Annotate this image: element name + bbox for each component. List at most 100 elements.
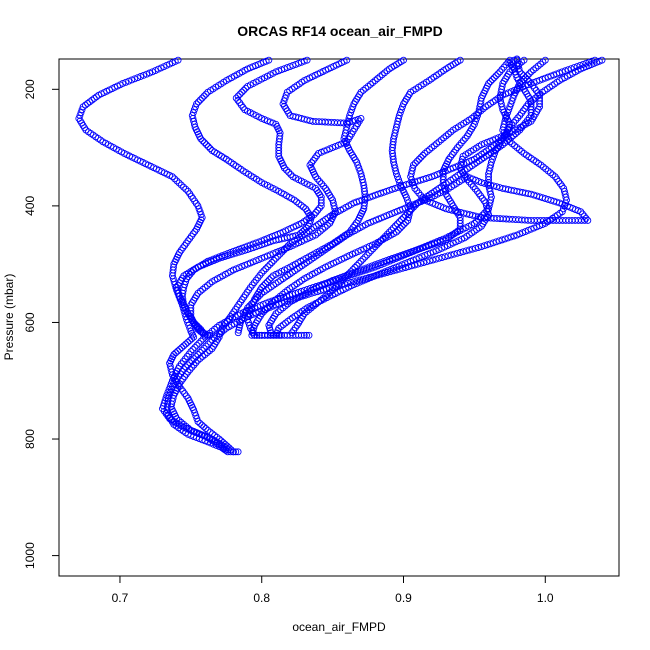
data-point xyxy=(347,279,355,286)
data-point xyxy=(314,229,322,237)
data-point xyxy=(419,151,427,159)
data-point xyxy=(293,198,301,206)
data-point xyxy=(437,136,445,144)
data-point xyxy=(192,103,199,111)
data-point xyxy=(374,262,382,270)
data-point xyxy=(402,264,409,271)
data-point xyxy=(310,302,318,310)
data-point xyxy=(204,340,212,348)
data-point xyxy=(220,326,228,334)
data-point xyxy=(196,208,204,216)
data-point xyxy=(199,335,207,343)
data-point xyxy=(426,146,433,153)
data-point xyxy=(287,171,295,179)
data-point xyxy=(471,185,479,193)
data-point xyxy=(187,310,195,318)
data-point xyxy=(573,63,581,70)
data-point xyxy=(188,335,196,343)
data-point xyxy=(202,141,210,149)
data-point xyxy=(193,323,201,331)
data-point xyxy=(270,256,278,264)
data-point xyxy=(506,103,514,111)
data-point xyxy=(436,236,444,244)
data-point xyxy=(317,287,324,295)
data-point xyxy=(394,173,401,181)
data-point xyxy=(500,123,507,131)
data-point xyxy=(343,272,351,280)
data-point xyxy=(359,86,367,94)
data-point xyxy=(322,292,329,300)
data-point xyxy=(426,257,434,265)
data-point xyxy=(588,57,596,65)
data-point xyxy=(274,308,282,316)
data-point xyxy=(202,342,210,350)
data-point xyxy=(398,103,406,111)
data-point xyxy=(487,181,495,189)
data-point xyxy=(471,244,479,252)
data-point xyxy=(576,62,584,69)
data-point xyxy=(248,300,256,308)
data-point xyxy=(242,84,250,92)
data-point xyxy=(282,91,290,99)
data-point xyxy=(195,339,203,347)
data-point xyxy=(542,165,550,173)
data-point xyxy=(415,155,423,163)
data-point xyxy=(383,258,391,266)
data-point xyxy=(408,262,416,270)
data-point xyxy=(492,238,500,246)
data-point xyxy=(549,171,557,179)
data-point xyxy=(338,281,346,289)
data-point xyxy=(267,300,275,308)
data-point xyxy=(184,361,192,369)
data-point xyxy=(204,88,212,96)
data-point xyxy=(373,241,381,249)
data-point xyxy=(200,92,208,100)
data-point xyxy=(480,242,488,250)
data-point xyxy=(279,290,286,298)
data-point xyxy=(197,211,205,219)
data-point xyxy=(413,187,421,195)
data-point xyxy=(240,86,248,94)
data-point xyxy=(283,88,291,96)
data-point xyxy=(362,84,370,92)
data-point xyxy=(414,199,422,207)
data-point xyxy=(206,338,214,346)
data-point xyxy=(492,72,500,80)
data-point xyxy=(374,271,382,279)
data-point xyxy=(204,426,212,434)
data-point xyxy=(262,265,270,273)
data-point xyxy=(202,90,210,98)
data-point xyxy=(455,141,463,149)
data-point xyxy=(347,268,355,276)
data-point xyxy=(122,78,130,86)
data-point xyxy=(364,82,372,90)
data-point xyxy=(76,112,84,119)
data-point xyxy=(432,255,440,263)
data-point xyxy=(430,239,438,247)
data-point xyxy=(386,268,394,276)
data-point xyxy=(472,111,480,119)
data-point xyxy=(498,236,506,244)
data-point xyxy=(81,101,89,109)
data-point xyxy=(262,280,269,288)
data-point xyxy=(266,261,274,269)
data-point xyxy=(490,142,498,150)
data-point xyxy=(518,58,526,66)
data-point xyxy=(392,170,400,178)
data-point xyxy=(178,344,186,351)
data-point xyxy=(252,296,260,304)
data-point xyxy=(539,163,547,171)
data-point xyxy=(319,225,327,233)
data-point xyxy=(194,418,202,425)
data-point xyxy=(280,164,288,172)
data-point xyxy=(486,240,494,248)
data-point xyxy=(521,74,529,82)
data-point xyxy=(371,243,379,251)
data-point xyxy=(198,94,206,102)
data-point xyxy=(511,142,519,150)
x-tick-label: 0.7 xyxy=(112,591,129,605)
data-point xyxy=(339,274,347,282)
data-point xyxy=(204,143,212,151)
data-point xyxy=(279,321,287,329)
data-point xyxy=(501,139,509,147)
